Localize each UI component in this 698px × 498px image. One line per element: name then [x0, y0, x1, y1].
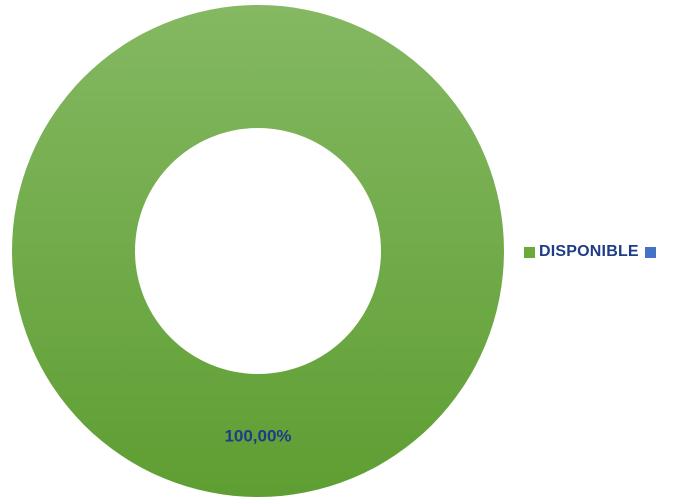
- donut-slice-disponible: [12, 5, 504, 497]
- legend-swatch: [644, 246, 656, 258]
- legend-item: [644, 246, 660, 258]
- donut-slice-labels: 100,00%: [224, 427, 291, 446]
- legend-label: DISPONIBLE: [539, 243, 639, 260]
- donut-slices: [12, 5, 504, 497]
- legend-swatch: [524, 246, 535, 258]
- legend-item: DISPONIBLE: [524, 243, 639, 261]
- chart-legend: DISPONIBLE: [524, 241, 666, 263]
- slice-data-label: 100,00%: [224, 427, 291, 446]
